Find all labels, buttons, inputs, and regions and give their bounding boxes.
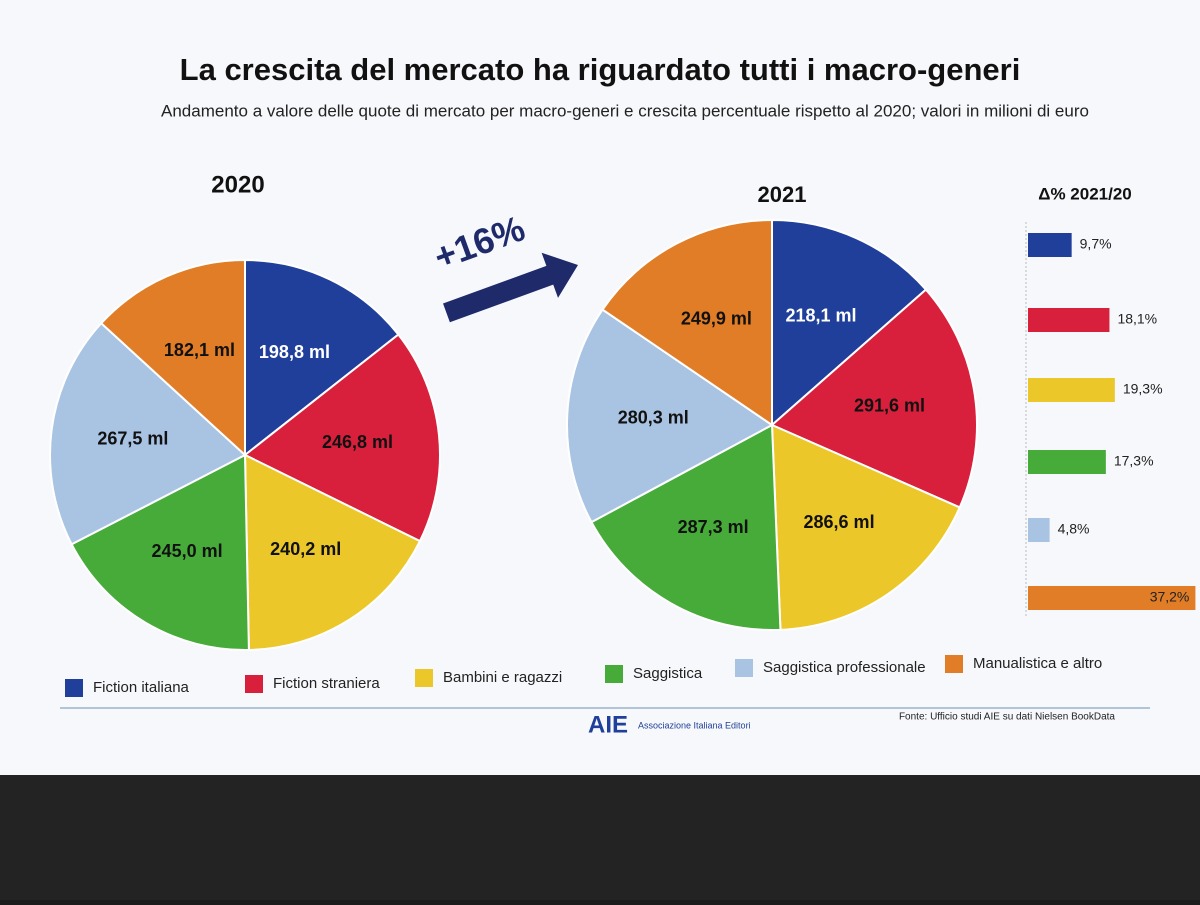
bar-value-label: 19,3% xyxy=(1123,381,1163,397)
arrow xyxy=(443,252,579,323)
pie-slice xyxy=(99,258,246,458)
legend-label: Saggistica xyxy=(633,665,703,682)
slice-label: 287,3 ml xyxy=(678,517,749,537)
pie-slice xyxy=(566,308,774,524)
slice-label: 240,2 ml xyxy=(270,539,341,559)
chart-title: 2021 xyxy=(758,182,807,207)
slice-label: 267,5 ml xyxy=(97,429,168,449)
pie-slice xyxy=(770,288,978,509)
legend-swatch xyxy=(415,669,433,687)
bar xyxy=(1028,378,1115,402)
slice-label: 182,1 ml xyxy=(164,340,235,360)
chart-title: 2020 xyxy=(211,171,264,198)
footer-source: Fonte: Ufficio studi AIE su dati Nielsen… xyxy=(899,712,1115,723)
bar xyxy=(1028,586,1196,610)
slice-label: 291,6 ml xyxy=(854,396,925,416)
chart-title: Δ% 2021/20 xyxy=(1038,184,1132,203)
bar xyxy=(1028,518,1050,542)
legend-swatch xyxy=(945,655,963,673)
pie-slice xyxy=(49,321,247,546)
legend-swatch xyxy=(735,659,753,677)
legend-label: Saggistica professionale xyxy=(763,659,926,676)
footer-association: Associazione Italiana Editori xyxy=(638,720,751,730)
slice-label: 246,8 ml xyxy=(322,432,393,452)
bar-value-label: 37,2% xyxy=(1150,589,1190,605)
pie-slice xyxy=(243,333,441,543)
slice-label: 280,3 ml xyxy=(618,408,689,428)
legend-label: Manualistica e altro xyxy=(973,655,1102,672)
pie-slice xyxy=(771,218,928,428)
bar-value-label: 17,3% xyxy=(1114,453,1154,469)
bar xyxy=(1028,450,1106,474)
slice-label: 245,0 ml xyxy=(152,541,223,561)
legend-swatch xyxy=(65,679,83,697)
pie-slice xyxy=(243,453,422,651)
legend-label: Fiction straniera xyxy=(273,675,380,692)
footer-logo: AIE xyxy=(588,711,628,738)
bar-value-label: 18,1% xyxy=(1117,311,1157,327)
bezel xyxy=(0,775,1200,900)
legend-label: Bambini e ragazzi xyxy=(443,669,562,686)
slice-label: 286,6 ml xyxy=(804,512,875,532)
slide-subtitle: Andamento a valore delle quote di mercat… xyxy=(161,101,1089,120)
slide-title: La crescita del mercato ha riguardato tu… xyxy=(180,52,1021,87)
slice-label: 218,1 ml xyxy=(785,305,856,325)
slice-label: 249,9 ml xyxy=(681,309,752,329)
pie-slice xyxy=(70,453,250,651)
pie-slice xyxy=(244,258,400,458)
bar-value-label: 4,8% xyxy=(1058,521,1090,537)
legend-label: Fiction italiana xyxy=(93,679,190,696)
legend-swatch xyxy=(245,675,263,693)
pie-slice xyxy=(590,423,782,631)
pie-slice xyxy=(601,218,773,427)
pie-slice xyxy=(770,423,962,631)
bar xyxy=(1028,233,1072,257)
slice-label: 198,8 ml xyxy=(259,342,330,362)
legend-swatch xyxy=(605,665,623,683)
bar xyxy=(1028,308,1110,332)
bar-value-label: 9,7% xyxy=(1080,236,1112,252)
